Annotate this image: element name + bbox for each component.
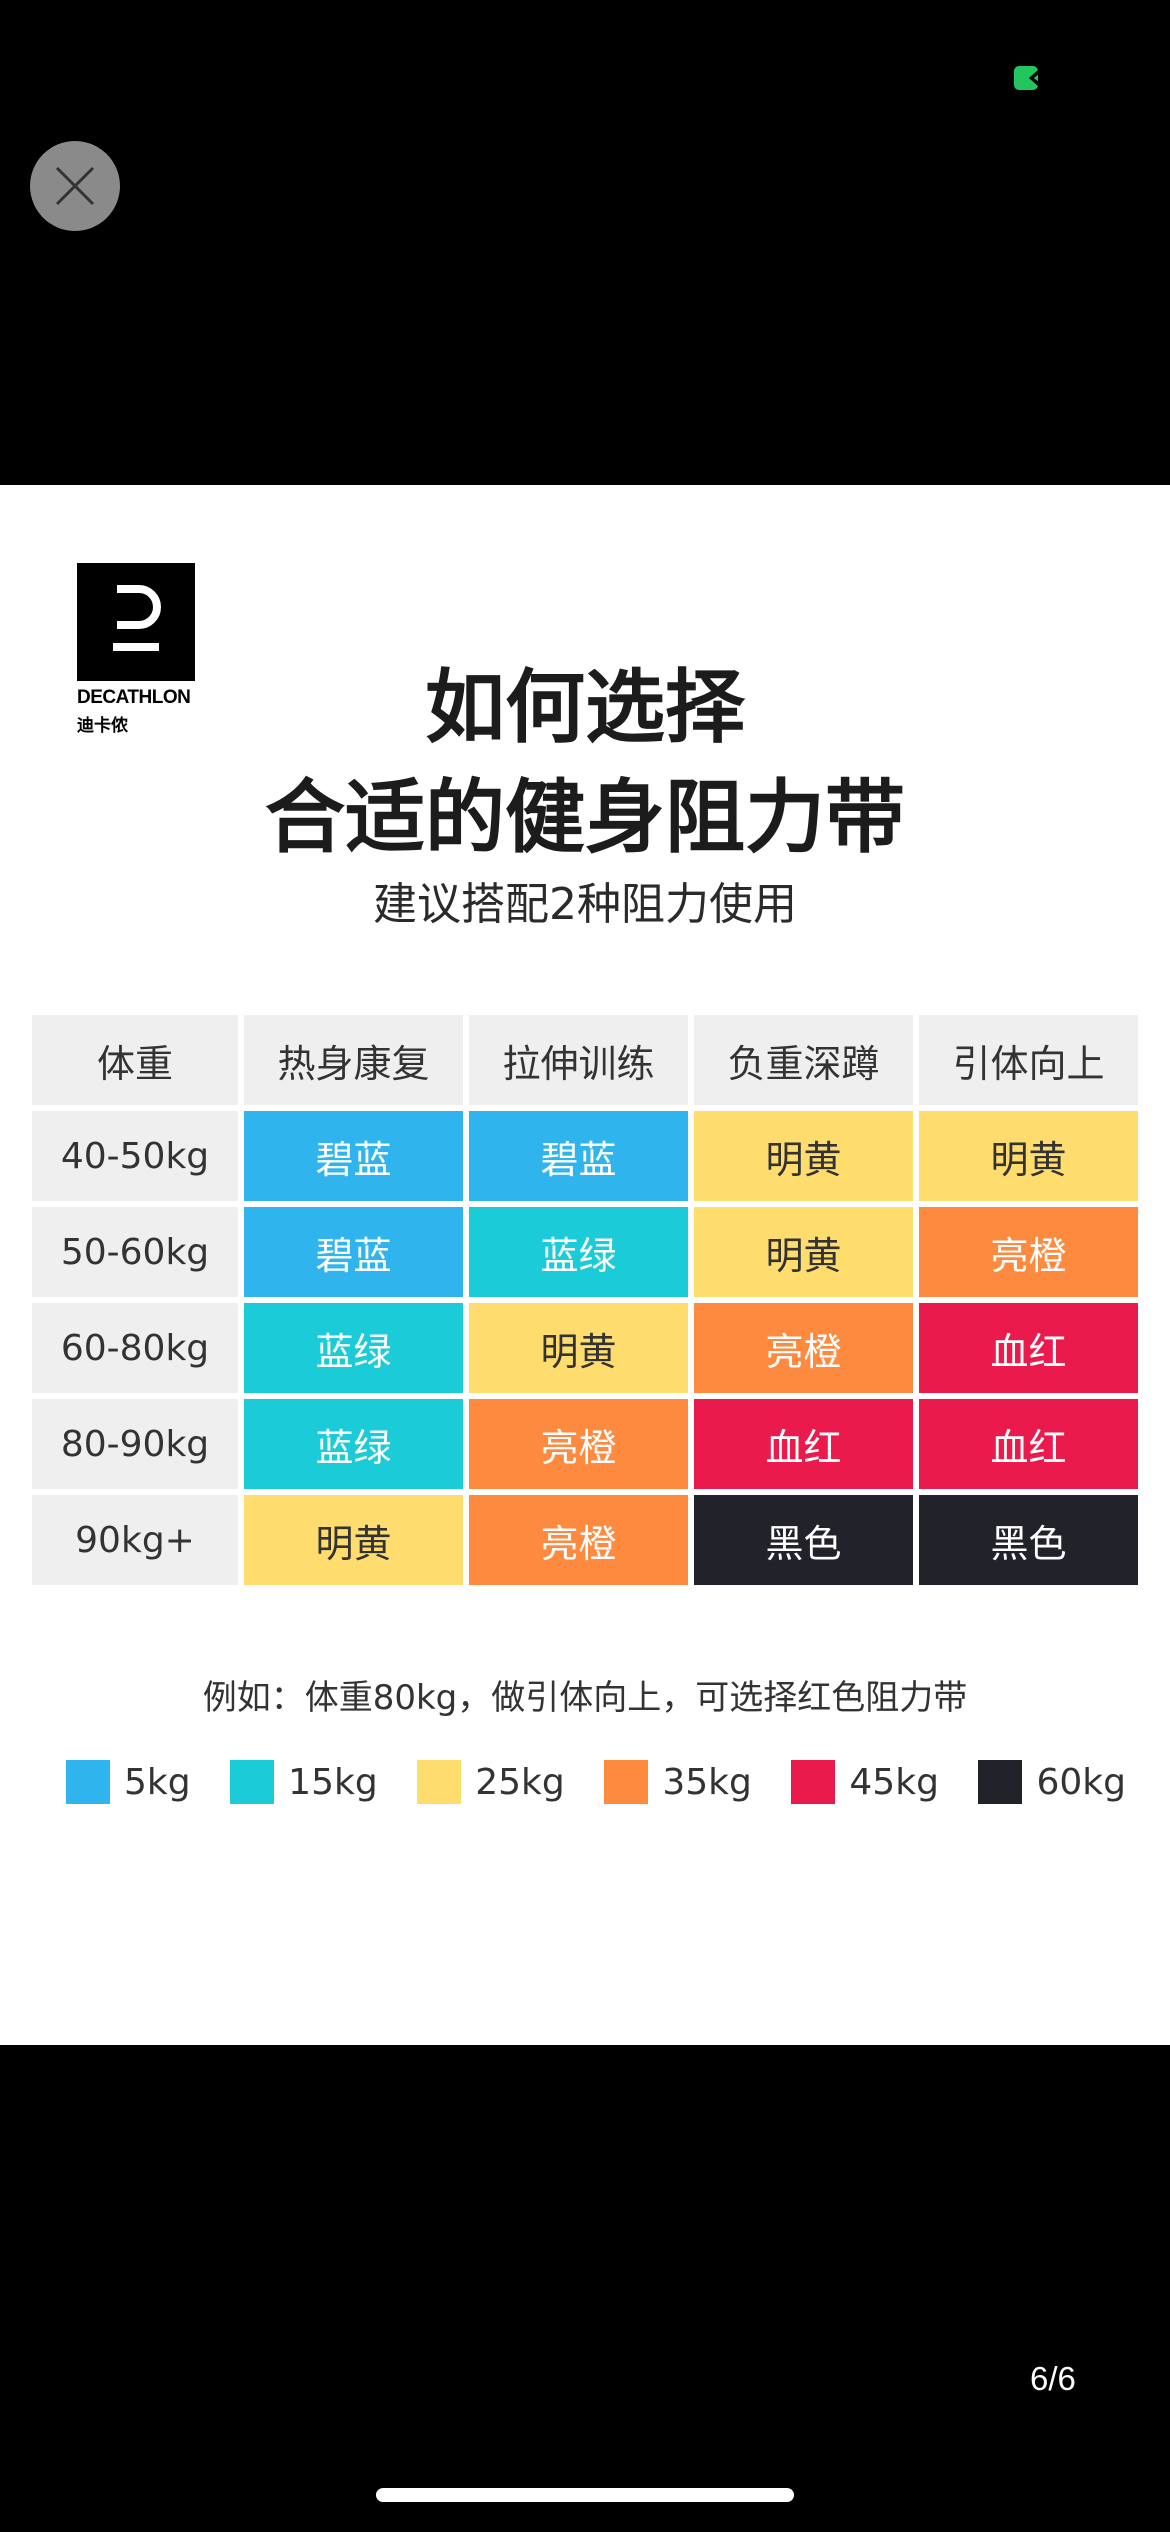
decathlon-logo: DECATHLON 迪卡侬 (77, 563, 197, 736)
table-color-cell: 黑色 (694, 1495, 913, 1585)
legend-item: 60kg (978, 1760, 1126, 1804)
legend-swatch (604, 1760, 649, 1804)
table-color-cell: 明黄 (694, 1111, 913, 1201)
legend-item: 25kg (417, 1760, 565, 1804)
table-header-cell: 体重 (32, 1015, 238, 1105)
close-button[interactable] (30, 141, 120, 231)
legend-swatch (417, 1760, 462, 1804)
table-color-cell: 明黄 (694, 1207, 913, 1297)
decathlon-logo-mark (77, 563, 195, 681)
close-icon (55, 166, 95, 206)
legend-swatch (978, 1760, 1023, 1804)
logo-brand-text: DECATHLON (77, 687, 191, 708)
table-color-cell: 碧蓝 (469, 1111, 688, 1201)
table-color-cell: 亮橙 (694, 1303, 913, 1393)
legend-label: 60kg (1036, 1761, 1126, 1803)
table-weight-cell: 90kg+ (32, 1495, 238, 1585)
title-line-1: 如何选择 (425, 661, 745, 754)
table-color-cell: 明黄 (244, 1495, 463, 1585)
table-color-cell: 黑色 (919, 1495, 1138, 1585)
legend-label: 25kg (475, 1761, 565, 1803)
legend-swatch (230, 1760, 275, 1804)
table-weight-cell: 80-90kg (32, 1399, 238, 1489)
logo-brand-cn-text: 迪卡侬 (77, 716, 128, 736)
legend-item: 5kg (66, 1760, 191, 1804)
title-line-2: 合适的健身阻力带 (265, 771, 905, 864)
home-indicator[interactable] (376, 2488, 794, 2502)
legend-swatch (66, 1760, 110, 1804)
weight-legend: 5kg 15kg 25kg 35kg 45kg 60kg (66, 1760, 1126, 1804)
table-color-cell: 亮橙 (469, 1399, 688, 1489)
legend-label: 45kg (849, 1761, 939, 1803)
table-color-cell: 明黄 (469, 1303, 688, 1393)
table-color-cell: 亮橙 (919, 1207, 1138, 1297)
table-color-cell: 血红 (919, 1399, 1138, 1489)
table-weight-cell: 40-50kg (32, 1111, 238, 1201)
legend-item: 15kg (230, 1760, 378, 1804)
resistance-band-table: 体重 热身康复 拉伸训练 负重深蹲 引体向上 40-50kg 碧蓝 碧蓝 明黄 明黄 50-60kg… (32, 1015, 1140, 1585)
table-header-cell: 负重深蹲 (694, 1015, 913, 1105)
table-header-cell: 引体向上 (919, 1015, 1138, 1105)
page-counter: 6/6 (1030, 2360, 1076, 2397)
table-color-cell: 蓝绿 (244, 1303, 463, 1393)
product-image[interactable]: DECATHLON 迪卡侬 如何选择 合适的健身阻力带 建议搭配2种阻力使用 体… (0, 485, 1170, 2045)
table-color-cell: 蓝绿 (244, 1399, 463, 1489)
table-weight-cell: 60-80kg (32, 1303, 238, 1393)
subtitle: 建议搭配2种阻力使用 (373, 879, 797, 930)
table-header-cell: 热身康复 (244, 1015, 463, 1105)
table-color-cell: 亮橙 (469, 1495, 688, 1585)
legend-label: 15kg (288, 1761, 378, 1803)
table-color-cell: 碧蓝 (244, 1207, 463, 1297)
legend-item: 35kg (604, 1760, 752, 1804)
table-color-cell: 血红 (919, 1303, 1138, 1393)
legend-swatch (791, 1760, 836, 1804)
table-color-cell: 血红 (694, 1399, 913, 1489)
table-weight-cell: 50-60kg (32, 1207, 238, 1297)
table-color-cell: 明黄 (919, 1111, 1138, 1201)
legend-label: 35kg (662, 1761, 752, 1803)
legend-item: 45kg (791, 1760, 939, 1804)
table-color-cell: 碧蓝 (244, 1111, 463, 1201)
table-header-cell: 拉伸训练 (469, 1015, 688, 1105)
legend-label: 5kg (124, 1761, 191, 1803)
example-note: 例如：体重80kg，做引体向上，可选择红色阻力带 (202, 1678, 968, 1718)
status-indicator-icon (1014, 66, 1038, 90)
table-color-cell: 蓝绿 (469, 1207, 688, 1297)
